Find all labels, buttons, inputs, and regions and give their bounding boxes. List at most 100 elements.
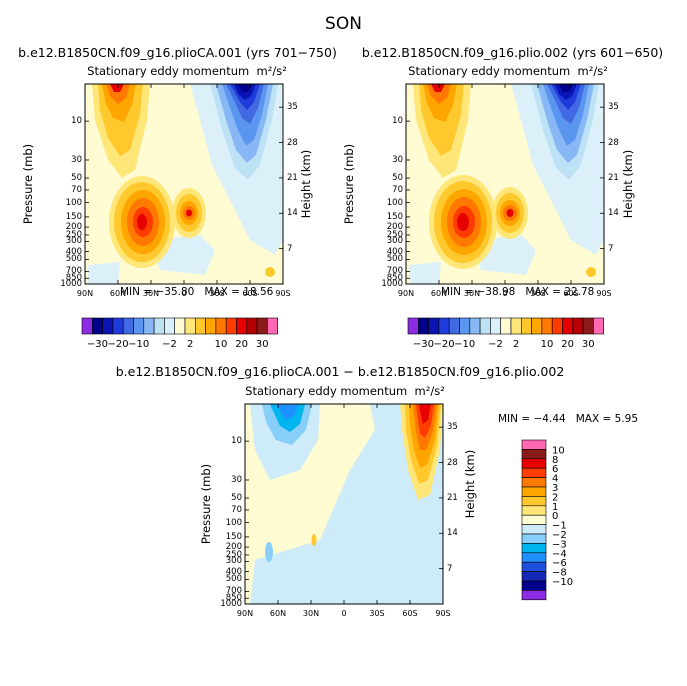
panel2-colorbar-label: −30: [413, 339, 434, 350]
panel3-colorbar-label: 6: [552, 464, 558, 475]
panel3-colorbar-box: [521, 496, 547, 507]
panel1-xtick-label: 60S: [242, 289, 258, 298]
panel3-colorbar-box: [521, 552, 547, 563]
panel1-xtick-label: 30S: [209, 289, 225, 298]
panel3-ptick-label: 700: [225, 586, 242, 597]
panel1-xtick-label: 90S: [275, 289, 291, 298]
panel3-htick-label: 35: [447, 422, 458, 433]
panel2-colorbar-box: [417, 317, 429, 335]
panel1-colorbar-box: [153, 317, 165, 335]
panel3-colorbar-box: [521, 524, 547, 535]
panel1-ptick-label: 500: [65, 254, 82, 265]
panel1-ptick-label: 250: [65, 229, 82, 240]
panel2-colorbar-box: [510, 317, 522, 335]
panel2-colorbar-box: [438, 317, 450, 335]
panel2-ptick-label: 30: [392, 154, 403, 165]
panel2-ptick-label: 150: [386, 211, 403, 222]
panel2-subtitle: Stationary eddy momentum m²/s²: [393, 64, 623, 78]
panel1-colorbar-label: 30: [256, 339, 269, 350]
panel1-colorbar-label: 2: [187, 339, 193, 350]
panel3-colorbar-label: 8: [552, 455, 558, 466]
panel3-colorbar-label: −8: [552, 568, 567, 579]
panel1-ptick-label: 100: [65, 197, 82, 208]
panel3-xtick-label: 60S: [402, 609, 418, 618]
panel3-htick-label: 14: [447, 528, 458, 539]
panel1-field: [85, 84, 283, 284]
panel3-ptick-label: 1000: [220, 599, 242, 609]
panel3-colorbar-box: [521, 505, 547, 516]
panel3-colorbar-label: −2: [552, 530, 567, 541]
panel1-colorbar-label: 20: [235, 339, 248, 350]
panel2-ptick-label: 850: [386, 273, 403, 284]
panel1-colorbar-box: [143, 317, 155, 335]
panel1-xtick-label: 60N: [109, 289, 127, 298]
panel2-colorbar-label: 20: [561, 339, 574, 350]
panel3-colorbar-label: −4: [552, 549, 567, 560]
panel1-ptick-label: 150: [65, 211, 82, 222]
panel2-colorbar-box: [551, 317, 563, 335]
panel1-htick-label: 21: [287, 172, 298, 183]
panel3-colorbar-label: 0: [552, 511, 558, 522]
panel1-colorbar-box: [246, 317, 258, 335]
panel1-colorbar-box: [81, 317, 93, 335]
panel3-colorbar-label: −1: [552, 521, 567, 532]
panel1-colorbar-label: −10: [128, 339, 149, 350]
panel3-title: b.e12.B1850CN.f09_g16.plioCA.001 − b.e12…: [115, 364, 565, 379]
panel1-colorbar-box: [174, 317, 186, 335]
panel2-htick-label: 14: [608, 208, 619, 219]
panel2-htick-label: 21: [608, 172, 619, 183]
panel3-subtitle: Stationary eddy momentum m²/s²: [230, 384, 460, 398]
panel3-xtick-label: 30N: [302, 609, 320, 618]
panel1-htick-label: 28: [287, 137, 298, 148]
panel3-xtick-label: 60N: [269, 609, 287, 618]
panel3-xtick-label: 30S: [369, 609, 385, 618]
panel3-ptick-label: 50: [231, 493, 242, 504]
panel1-htick-label: 14: [287, 208, 298, 219]
panel1-min-label: MIN =: [120, 286, 153, 298]
panel2-ptick-label: 300: [386, 236, 403, 247]
panel1-ptick-label: 50: [71, 173, 82, 184]
panel3-colorbar-box: [521, 467, 547, 478]
panel3-max-value: 5.95: [614, 413, 639, 425]
panel2-colorbar-box: [448, 317, 460, 335]
panel2-colorbar-label: −2: [488, 339, 503, 350]
figure-title: SON: [325, 14, 362, 34]
panel2-ptick-label: 500: [386, 254, 403, 265]
panel3-htick-label: 7: [447, 563, 453, 574]
panel2-xtick-label: 0: [502, 289, 508, 298]
panel1-ptick-label: 200: [65, 222, 82, 233]
panel3-ptick-label: 100: [225, 517, 242, 528]
panel2-ptick-label: 700: [386, 266, 403, 277]
panel3-colorbar-box: [521, 533, 547, 544]
panel2-colorbar-label: −20: [433, 339, 454, 350]
panel3-colorbar-label: −10: [552, 577, 573, 588]
panel2-xtick-label: 30S: [530, 289, 546, 298]
panel2-htick-label: 28: [608, 137, 619, 148]
panel3-colorbar-box: [521, 477, 547, 488]
panel1-subtitle-text: Stationary eddy momentum: [87, 64, 250, 78]
panel1-ptick-label: 400: [65, 246, 82, 257]
panel1-colorbar-box: [112, 317, 124, 335]
panel1-colorbar-box: [195, 317, 206, 335]
panel1-htick-label: 7: [287, 243, 293, 254]
panel1-xtick-label: 30N: [142, 289, 160, 298]
panel2-colorbar-box: [562, 317, 574, 335]
panel1-ptick-label: 70: [71, 184, 82, 195]
panel3-xtick-label: 90N: [236, 609, 254, 618]
panel2-colorbar-box: [593, 317, 605, 335]
panel2-minmax: MIN = −38.98 MAX = 22.78: [441, 286, 594, 298]
panel2-htick-label: 35: [608, 102, 619, 113]
panel1-colorbar-box: [164, 317, 175, 335]
panel3-colorbar-label: 10: [552, 445, 565, 456]
panel1-colorbar-box: [184, 317, 196, 335]
panel3-colorbar-label: 4: [552, 474, 558, 485]
panel2-ptick-label: 200: [386, 222, 403, 233]
panel1-ptick-label: 300: [65, 236, 82, 247]
panel1-colorbar-box: [215, 317, 227, 335]
panel1-colorbar-box: [256, 317, 268, 335]
panel2-subtitle-text: Stationary eddy momentum: [408, 64, 571, 78]
panel3-colorbar-box: [521, 439, 547, 450]
panel2-ptick-label: 250: [386, 229, 403, 240]
panel3-xtick-label: 0: [341, 609, 347, 618]
panel2-colorbar-label: 10: [541, 339, 554, 350]
